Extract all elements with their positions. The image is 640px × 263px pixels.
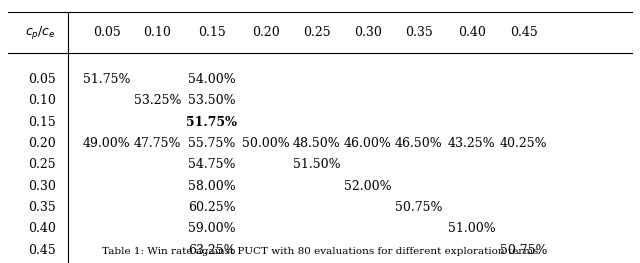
Text: 0.20: 0.20	[28, 137, 56, 150]
Text: 0.35: 0.35	[405, 26, 433, 39]
Text: 52.00%: 52.00%	[344, 180, 392, 193]
Text: 0.40: 0.40	[28, 222, 56, 235]
Text: 0.10: 0.10	[143, 26, 172, 39]
Text: 0.40: 0.40	[458, 26, 486, 39]
Text: 0.20: 0.20	[252, 26, 280, 39]
Text: 53.50%: 53.50%	[188, 94, 236, 107]
Text: 0.25: 0.25	[303, 26, 331, 39]
Text: $c_p/c_e$: $c_p/c_e$	[25, 24, 56, 41]
Text: 49.00%: 49.00%	[83, 137, 131, 150]
Text: 55.75%: 55.75%	[188, 137, 236, 150]
Text: 0.05: 0.05	[93, 26, 120, 39]
Text: 48.50%: 48.50%	[293, 137, 340, 150]
Text: 47.75%: 47.75%	[134, 137, 181, 150]
Text: 0.10: 0.10	[28, 94, 56, 107]
Text: 43.25%: 43.25%	[448, 137, 495, 150]
Text: 51.75%: 51.75%	[83, 73, 131, 86]
Text: 0.05: 0.05	[28, 73, 56, 86]
Text: 0.15: 0.15	[198, 26, 225, 39]
Text: 0.45: 0.45	[28, 244, 56, 257]
Text: 0.35: 0.35	[28, 201, 56, 214]
Text: 50.75%: 50.75%	[500, 244, 548, 257]
Text: 60.25%: 60.25%	[188, 201, 236, 214]
Text: 51.00%: 51.00%	[448, 222, 495, 235]
Text: 50.75%: 50.75%	[395, 201, 442, 214]
Text: 59.00%: 59.00%	[188, 222, 236, 235]
Text: 54.00%: 54.00%	[188, 73, 236, 86]
Text: 54.75%: 54.75%	[188, 158, 236, 171]
Text: 0.30: 0.30	[28, 180, 56, 193]
Text: 0.30: 0.30	[354, 26, 381, 39]
Text: 46.00%: 46.00%	[344, 137, 392, 150]
Text: 51.50%: 51.50%	[293, 158, 340, 171]
Text: 0.15: 0.15	[28, 116, 56, 129]
Text: 46.50%: 46.50%	[395, 137, 443, 150]
Text: 51.75%: 51.75%	[186, 116, 237, 129]
Text: Table 1: Win rate against PUCT with 80 evaluations for different exploration ter: Table 1: Win rate against PUCT with 80 e…	[102, 247, 538, 256]
Text: 0.45: 0.45	[510, 26, 538, 39]
Text: 40.25%: 40.25%	[500, 137, 548, 150]
Text: 58.00%: 58.00%	[188, 180, 236, 193]
Text: 53.25%: 53.25%	[134, 94, 181, 107]
Text: 63.25%: 63.25%	[188, 244, 236, 257]
Text: 50.00%: 50.00%	[242, 137, 290, 150]
Text: 0.25: 0.25	[28, 158, 56, 171]
